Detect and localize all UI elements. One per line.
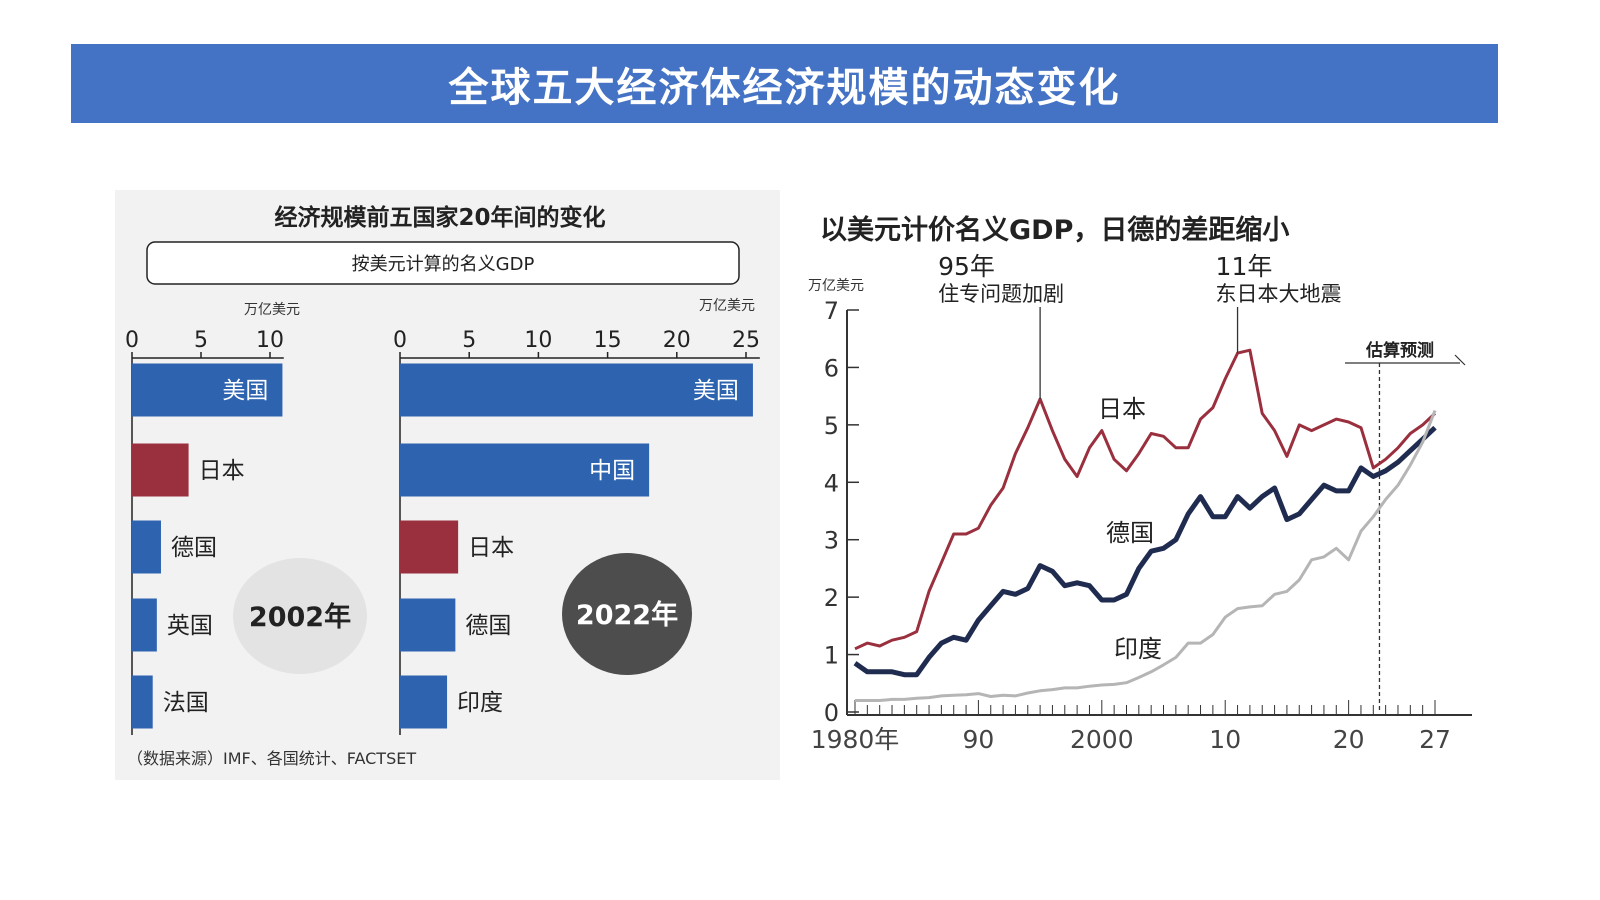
bar-x-tick-label: 10: [524, 328, 552, 353]
bar-x-tick-label: 0: [393, 328, 407, 353]
line-y-tick-label: 0: [824, 699, 839, 727]
bar-category-label: 德国: [465, 613, 511, 639]
data-source-note: （数据来源）IMF、各国统计、FACTSET: [127, 749, 416, 768]
bar-chart-figure: 经济规模前五国家20年间的变化 按美元计算的名义GDP 万亿美元 万亿美元 （数…: [115, 190, 780, 780]
line-y-tick-label: 1: [824, 642, 839, 670]
line-x-tick-label: 10: [1209, 725, 1241, 754]
line-y-tick-label: 3: [824, 527, 839, 555]
bar-category-label: 中国: [589, 458, 635, 484]
bar-chart-subtitle-box: [146, 241, 740, 285]
bar-category-label: 日本: [468, 535, 514, 561]
year-badge: [233, 558, 367, 674]
annotation-text: 东日本大地震: [1216, 282, 1342, 306]
year-badge: [562, 553, 692, 675]
bar-x-tick-label: 15: [594, 328, 622, 353]
bar-category-label: 英国: [167, 613, 213, 639]
bar-x-tick-label: 20: [663, 328, 691, 353]
bar-x-tick-label: 5: [462, 328, 476, 353]
line-chart-y-unit: 万亿美元: [808, 278, 864, 294]
bar-category-label: 法国: [163, 690, 209, 716]
bar-x-tick-label: 25: [732, 328, 760, 353]
annotation-text: 住专问题加剧: [938, 282, 1064, 306]
bar-chart-subtitle: 按美元计算的名义GDP: [352, 254, 535, 275]
series-label: 德国: [1106, 519, 1154, 547]
title-banner: 全球五大经济体经济规模的动态变化: [71, 44, 1498, 123]
line-x-tick-label: 90: [962, 725, 994, 754]
series-label: 印度: [1114, 635, 1162, 663]
annotation-year: 95年: [938, 252, 995, 281]
bar: [132, 443, 189, 497]
bar: [400, 520, 459, 574]
bar-x-tick-label: 0: [125, 328, 139, 353]
bar-x-tick-label: 10: [256, 328, 284, 353]
line-y-tick-label: 5: [824, 412, 839, 440]
year-badge-label: 2022年: [576, 599, 678, 631]
bar: [132, 520, 161, 574]
bar: [400, 598, 456, 652]
line-x-tick-label: 27: [1419, 725, 1451, 754]
bar-category-label: 印度: [457, 690, 503, 716]
panel-2022-unit: 万亿美元: [699, 298, 755, 314]
bar-category-label: 美国: [693, 378, 739, 404]
series-line: [855, 409, 1437, 702]
bar: [400, 675, 448, 729]
series-line: [853, 425, 1437, 678]
bar: [132, 363, 283, 417]
series-label: 日本: [1098, 395, 1146, 423]
line-x-tick-label: 2000: [1070, 725, 1134, 754]
annotation-year: 11年: [1216, 252, 1273, 281]
bar-category-label: 日本: [199, 458, 245, 484]
forecast-label: 估算预测: [1365, 340, 1434, 361]
line-chart-figure: 以美元计价名义GDP，日德的差距缩小 万亿美元 0 1 2 3 4 5 6 7 1980年 90 2…: [800, 195, 1490, 775]
bar: [400, 443, 650, 497]
bar-x-tick-label: 5: [194, 328, 208, 353]
line-x-tick-label: 1980年: [811, 725, 900, 754]
bar-chart-title: 经济规模前五国家20年间的变化: [274, 204, 605, 231]
line-x-tick-label: 20: [1333, 725, 1365, 754]
line-y-tick-label: 4: [824, 469, 839, 497]
bar-category-label: 美国: [222, 378, 268, 404]
line-chart-title: 以美元计价名义GDP，日德的差距缩小: [820, 214, 1289, 246]
panel-2002-unit: 万亿美元: [244, 302, 300, 318]
bar: [132, 598, 157, 652]
line-y-tick-label: 2: [824, 584, 839, 612]
year-badge-label: 2002年: [249, 601, 351, 633]
page-title: 全球五大经济体经济规模的动态变化: [448, 63, 1121, 111]
bar: [132, 675, 153, 729]
bar: [400, 363, 753, 417]
forecast-arrow: [1454, 354, 1466, 366]
line-y-tick-label: 7: [824, 297, 839, 325]
bar-category-label: 德国: [171, 535, 217, 561]
series-line: [854, 348, 1437, 651]
line-y-tick-label: 6: [824, 354, 839, 382]
